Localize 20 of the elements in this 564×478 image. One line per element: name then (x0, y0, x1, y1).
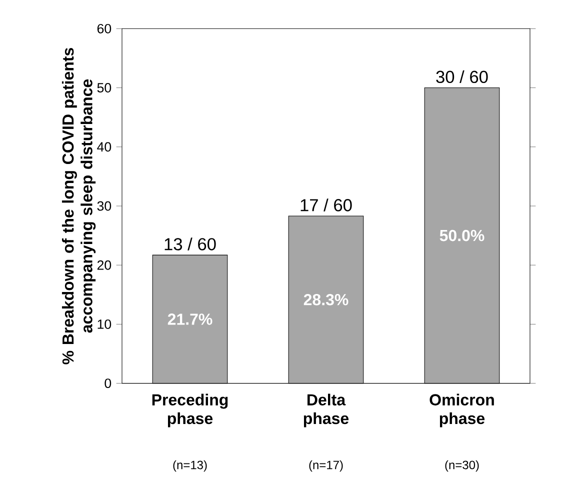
y-tick-label: 60 (97, 24, 112, 34)
data-label: 21.7% (168, 314, 212, 325)
data-label: 28.3% (304, 294, 348, 306)
y-axis-title: % Breakdown of the long COVID patients accompanying sleep disturbance (62, 48, 96, 364)
y-tick-label: 50 (97, 83, 112, 92)
annotation: 17 / 60 (300, 198, 352, 212)
annotation: 13 / 60 (164, 238, 216, 250)
x-tick-label: Preceding phase (152, 394, 228, 428)
text: (n=30) (445, 460, 479, 472)
y-tick-label: 40 (97, 142, 112, 152)
y-tick-label: 0 (104, 378, 112, 388)
data-label: 50.0% (440, 230, 484, 242)
annotation: 30 / 60 (436, 70, 488, 84)
y-tick-label: 30 (97, 201, 112, 211)
x-tick-label: Delta phase (304, 394, 349, 428)
y-tick-label: 10 (98, 319, 112, 329)
text: (n=13) (173, 460, 207, 472)
x-tick-label: Omicron phase (430, 394, 494, 428)
text: (n=17) (309, 460, 343, 472)
y-tick-label: 20 (97, 260, 112, 270)
